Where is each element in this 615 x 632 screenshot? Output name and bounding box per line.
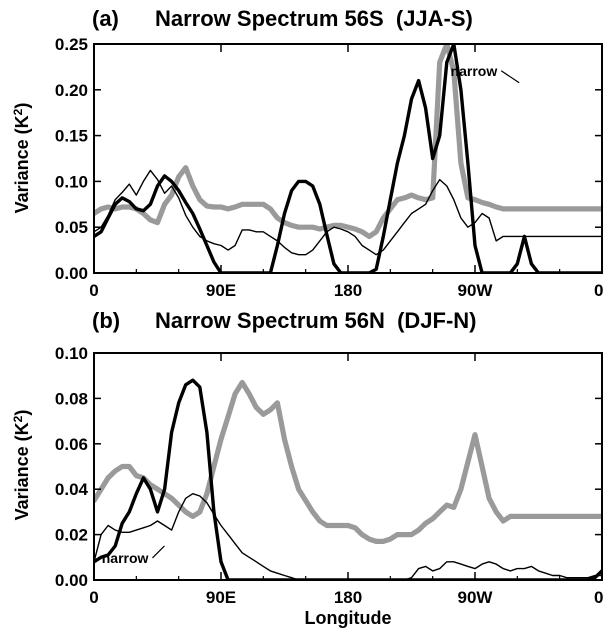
panel-a-xtick-label: 180 — [334, 281, 362, 300]
panel-a-ytick-label: 0.25 — [55, 35, 88, 54]
panel-a-frame — [93, 43, 603, 274]
panel-b: (b) Narrow Spectrum 56N (DJF-N) Variance… — [11, 308, 603, 628]
panel-a-series-gray-line — [94, 44, 602, 239]
panel-a-annotation: narrow — [451, 63, 498, 79]
panel-b-frame — [93, 352, 603, 581]
panel-b-ytick-label: 0.06 — [55, 435, 88, 454]
panel-a-ytick-label: 0.05 — [55, 218, 88, 237]
panel-b-ytick-label: 0.00 — [55, 571, 88, 590]
panel-a-series-thin-line — [94, 169, 602, 256]
panel-a-series-thick-line — [94, 44, 602, 273]
panel-b-ylabel: Variance (K2) — [11, 410, 32, 521]
panel-b-annotation: narrow — [102, 550, 149, 566]
panel-a-letter: (a) — [92, 6, 119, 31]
panel-b-title: Narrow Spectrum 56N (DJF-N) — [155, 308, 477, 333]
panel-b-xlabel: Longitude — [305, 608, 392, 628]
panel-b-xtick-label: 180 — [334, 588, 362, 607]
panel-a-ytick-label: 0.00 — [55, 264, 88, 283]
panel-a-ticks: 0.00 0.05 0.10 0.15 0.20 0.25 0 90E 180 90W 0 — [55, 35, 604, 300]
panel-a-title: Narrow Spectrum 56S (JJA-S) — [155, 6, 473, 31]
panel-a-ylabel: Variance (K2) — [11, 103, 32, 214]
panel-b-series-thick-line — [94, 378, 602, 580]
panel-a-xtick-label: 0 — [594, 281, 603, 300]
panel-b-ytick-label: 0.10 — [55, 344, 88, 363]
panel-b-annotation-leader — [152, 545, 165, 559]
panel-a-plot-area — [94, 44, 602, 273]
panel-b-ytick-label: 0.02 — [55, 526, 88, 545]
panel-b-series-gray-line — [94, 379, 602, 544]
panel-b-xtick-label: 0 — [594, 588, 603, 607]
panel-a-xtick-label: 0 — [89, 281, 98, 300]
panel-a-ytick-label: 0.10 — [55, 172, 88, 191]
panel-a-ytick-label: 0.15 — [55, 127, 88, 146]
panel-b-series-thin-line — [94, 493, 602, 580]
panel-a-xtick-label: 90W — [458, 281, 494, 300]
panel-a-xtick-label: 90E — [206, 281, 236, 300]
panel-b-ytick-label: 0.08 — [55, 389, 88, 408]
panel-a: (a) Narrow Spectrum 56S (JJA-S) Variance… — [11, 6, 603, 300]
panel-b-xtick-label: 90E — [206, 588, 236, 607]
panel-a-annotation-leader — [500, 70, 520, 84]
panel-b-xtick-label: 90W — [458, 588, 494, 607]
panel-b-xtick-label: 0 — [89, 588, 98, 607]
panel-b-plot-area — [94, 378, 602, 580]
panel-b-ytick-label: 0.04 — [55, 480, 89, 499]
panel-a-ytick-label: 0.20 — [55, 81, 88, 100]
panel-b-ticks: 0.00 0.02 0.04 0.06 0.08 0.10 0 90E 180 90W 0 — [55, 344, 604, 607]
panel-b-letter: (b) — [92, 308, 120, 333]
